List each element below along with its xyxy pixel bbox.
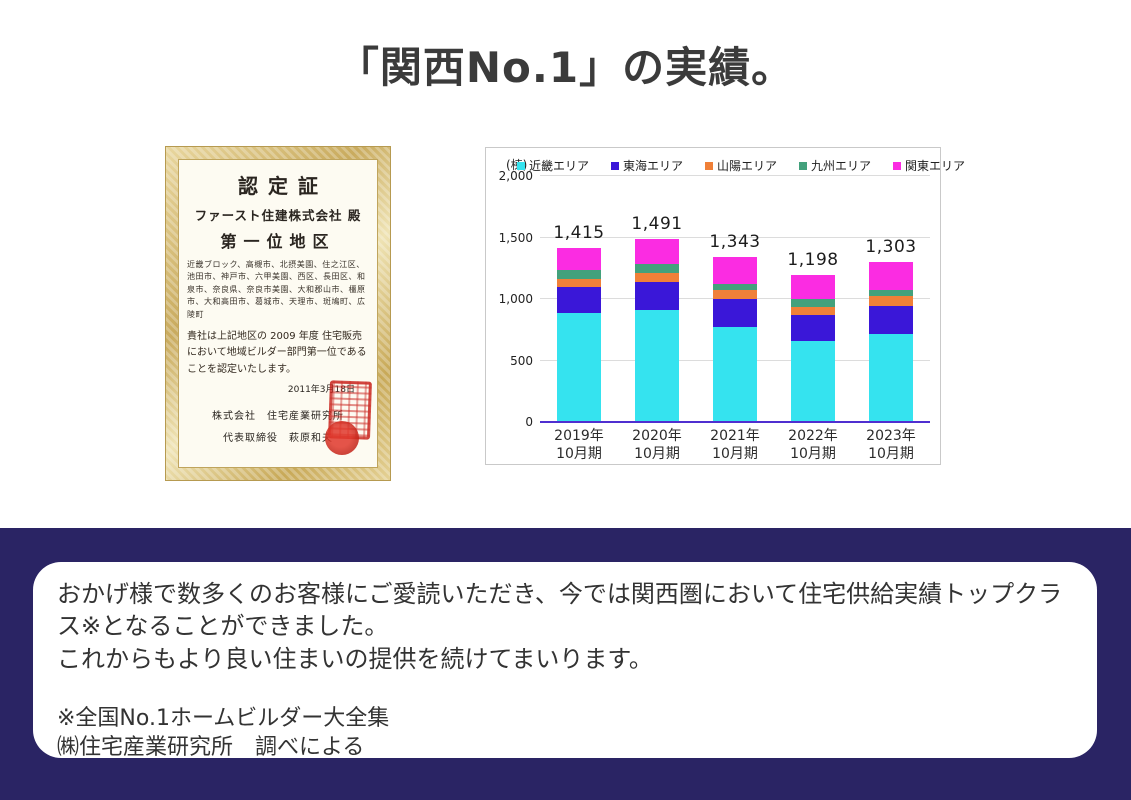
bar-column: 1,303 [852,176,930,422]
certificate-date: 2011年3月18日 [287,385,355,396]
footnote-source-2: ㈱住宅産業研究所 調べによる [57,734,365,760]
x-axis-labels: 2019年 10月期 2020年 10月期 2021年 10月期 2022年 10月期 2023… [540,428,930,463]
stacked-bar [557,248,601,422]
certificate-signer: 代表取締役 萩原和夫 [223,433,333,445]
bar-segment [791,298,835,308]
bar-segment [869,289,913,296]
legend-item: 東海エリア [610,157,683,174]
x-axis-category-label: 2023年 10月期 [866,428,916,462]
legend-item: 九州エリア [799,157,871,174]
legend-label: 東海エリア [622,159,683,173]
stacked-bar [635,238,679,422]
legend-label: 山陽エリア [717,159,778,173]
legend-swatch-icon [610,161,619,170]
legend-label: 関東エリア [905,159,966,173]
legend-swatch-icon [893,161,902,170]
gridline [540,175,930,176]
bar-total-label: 1,303 [865,236,917,257]
certificate-issuer: 株式会社 住宅産業研究所 [212,411,344,423]
certificate-area-list: 近畿ブロック、高槻市、北摂美園、住之江区、池田市、神戸市、六甲美園、西区、長田区… [187,260,366,319]
certificate-paper: 認定証 ファースト住建株式会社 殿 第一位地区 近畿ブロック、高槻市、北摂美園、… [178,159,378,468]
y-axis-tick-label: 0 [525,415,533,429]
bar-segment [713,256,757,285]
message-paragraph-2: これからもより良い住まいの提供を続けてまいります。 [57,644,653,673]
bar-total-label: 1,415 [553,222,605,243]
chart-legend: 近畿エリア 東海エリア 山陽エリア 九州エリア 関東エリア [516,157,965,174]
bar-segment [791,341,835,422]
certificate-rank: 第一位地区 [220,232,336,251]
spacer [57,675,1073,705]
bar-segment [713,326,757,422]
bar-segment [635,282,679,311]
message-paragraph-1: おかげ様で数多くのお客様にご愛読いただき、今では関西圏において住宅供給実績トップ… [57,580,1063,641]
bar-total-label: 1,491 [631,213,683,234]
bar-column: 1,343 [696,176,774,422]
legend-swatch-icon [516,161,525,170]
bar-segment [635,310,679,422]
legend-item: 関東エリア [893,157,965,174]
bar-segment [791,307,835,316]
bar-segment [869,261,913,290]
bar-column: 1,415 [540,176,618,422]
y-axis-tick-label: 1,500 [498,230,533,245]
bar-segment [635,238,679,265]
message-card: おかげ様で数多くのお客様にご愛読いただき、今では関西圏において住宅供給実績トップ… [33,562,1097,760]
certificate-recipient: ファースト住建株式会社 殿 [194,208,362,223]
stacked-bar [869,261,913,422]
legend-item: 近畿エリア [516,157,589,174]
bar-segment [557,270,601,280]
bar-segment [713,290,757,300]
red-round-seal-icon [325,421,359,455]
page-title: 「関西No.1」の実績。 [336,43,795,92]
bar-segment [557,286,601,314]
x-axis-category-label: 2021年 10月期 [710,428,760,462]
bar-segment [869,334,913,422]
y-axis-tick-label: 1,000 [498,292,533,306]
bar-column: 1,491 [618,176,696,422]
certificate-body-text: 貴社は上記地区の 2009 年度 住宅販売において地域ビルダー部門第一位であるこ… [187,330,367,375]
stacked-bar [791,274,835,422]
bar-segment [557,279,601,287]
bar-segment [869,295,913,307]
legend-swatch-icon [799,161,808,170]
bar-segment [713,284,757,291]
legend-item: 山陽エリア [705,157,777,174]
y-axis-tick-label: 2,000 [498,169,533,183]
bar-segment [791,274,835,299]
bottom-navy-band: おかげ様で数多くのお客様にご愛読いただき、今では関西圏において住宅供給実績トップ… [0,528,1131,800]
x-axis-category-label: 2022年 10月期 [788,428,838,462]
x-axis-line [540,421,930,423]
chart-plot-area: 0 500 1,000 1,500 2,000 1,415 1,491 1,343 1,198 1… [499,169,930,429]
certificate-image: 認定証 ファースト住建株式会社 殿 第一位地区 近畿ブロック、高槻市、北摂美園、… [165,146,391,481]
bar-segment [557,248,601,271]
gridline [540,236,930,238]
legend-label: 近畿エリア [528,159,589,173]
bar-columns: 1,415 1,491 1,343 1,198 1,303 [540,176,930,422]
certificate-title: 認定証 [238,174,328,198]
x-axis-category-label: 2020年 10月期 [632,428,682,462]
legend-swatch-icon [705,161,713,170]
stacked-bar [713,256,757,422]
bar-total-label: 1,343 [709,231,761,252]
footnote-source-1: ※全国No.1ホームビルダー大全集 [57,706,390,732]
bar-segment [635,272,679,283]
bar-segment [791,315,835,342]
bar-column: 1,198 [774,176,852,422]
x-axis-category-label: 2019年 10月期 [554,428,604,462]
bar-segment [869,306,913,335]
bar-segment [557,313,601,422]
y-axis-tick-label: 500 [510,353,533,368]
bar-total-label: 1,198 [787,249,839,270]
bar-segment [635,264,679,273]
legend-label: 九州エリア [811,159,872,173]
bar-segment [713,299,757,327]
